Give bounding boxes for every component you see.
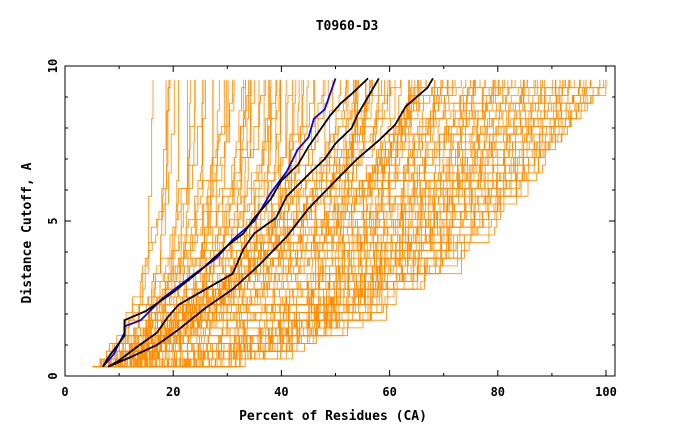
x-tick-label: 100 (595, 385, 617, 399)
highlight-series-black-line (107, 77, 434, 368)
background-series-line (113, 79, 546, 368)
x-tick-label: 0 (61, 385, 68, 399)
x-tick-label: 40 (274, 385, 288, 399)
highlight-series-black-line (107, 77, 380, 368)
x-tick-label: 80 (491, 385, 505, 399)
background-series-line (95, 79, 281, 368)
background-series-line (118, 79, 252, 368)
background-series-line (104, 79, 467, 368)
y-axis-label: Distance Cutoff, A (20, 162, 35, 303)
background-series-line (101, 79, 453, 368)
y-tick-label: 5 (46, 217, 60, 224)
background-series-line (108, 79, 427, 368)
x-axis-label: Percent of Residues (CA) (239, 409, 427, 424)
highlight-series-black-line (102, 77, 369, 368)
background-series-line (133, 79, 495, 368)
background-series-line (100, 79, 271, 368)
y-tick-label: 10 (46, 59, 60, 73)
background-series-line (109, 79, 565, 368)
highlight-series-group (102, 77, 434, 368)
background-series-line (143, 79, 390, 368)
background-series-line (135, 79, 570, 368)
x-axis: 0 20 40 60 80 100 (61, 66, 617, 399)
background-series-line (111, 79, 592, 368)
background-series-line (101, 79, 225, 367)
background-series-line (107, 79, 267, 368)
background-series-line (118, 79, 505, 368)
y-axis: 0 5 10 (46, 59, 615, 380)
chart-title: T0960-D3 (316, 19, 379, 34)
background-series-line (96, 79, 553, 368)
y-tick-label: 0 (46, 372, 60, 379)
background-series-line (100, 79, 454, 368)
background-series-line (103, 79, 607, 368)
x-tick-label: 20 (166, 385, 180, 399)
background-series-line (121, 79, 278, 368)
background-series-line (101, 79, 582, 368)
background-series-line (103, 79, 347, 368)
background-series-line (110, 79, 566, 368)
background-series-group (92, 79, 607, 368)
x-tick-label: 60 (382, 385, 396, 399)
